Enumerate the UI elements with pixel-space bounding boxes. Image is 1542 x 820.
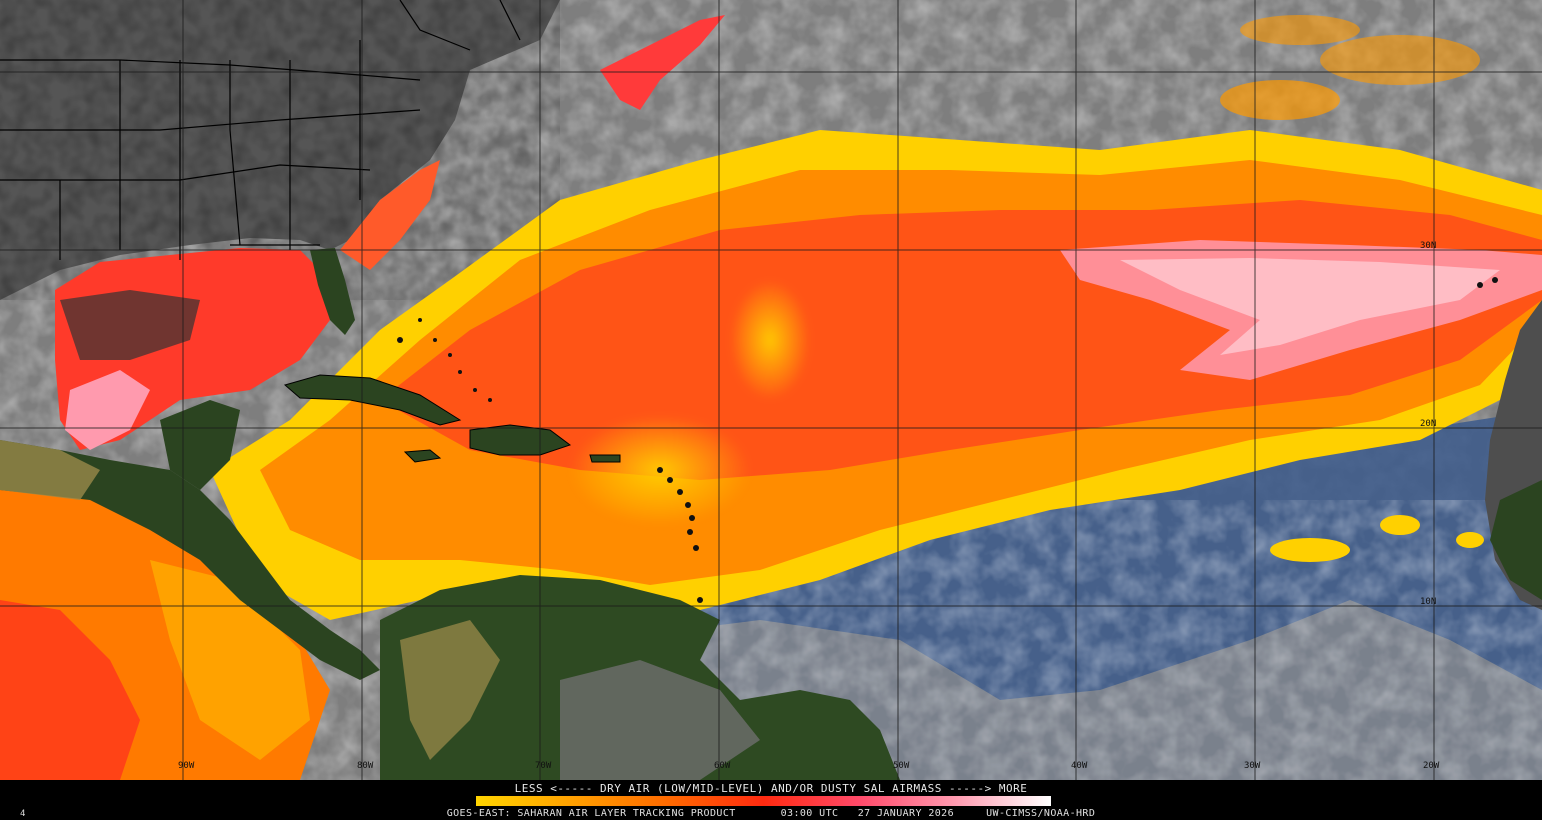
africa-green: [1490, 480, 1542, 600]
lat-label: 20N: [1420, 419, 1436, 429]
lon-label: 60W: [714, 761, 731, 771]
longitude-labels: 90W 80W 70W 60W 50W 40W 30W 20W: [178, 761, 1440, 771]
lon-label: 90W: [178, 761, 195, 771]
mexico-dry-land: [0, 440, 100, 500]
latitude-labels: 30N 20N 10N: [1420, 241, 1436, 607]
cuba-land: [283, 374, 462, 426]
lon-label: 80W: [357, 761, 374, 771]
pacific-sal-yellow: [150, 560, 310, 760]
lat-label: 10N: [1420, 597, 1436, 607]
south-america-cloud: [560, 660, 760, 780]
product-title: SAHARAN AIR LAYER TRACKING PRODUCT: [517, 808, 736, 819]
jamaica-land: [403, 449, 442, 463]
credit-label: UW-CIMSS/NOAA-HRD: [986, 808, 1096, 819]
pacific-sal-red: [0, 600, 140, 780]
satellite-map: 90W 80W 70W 60W 50W 40W 30W 20W 30N 20N …: [0, 0, 1542, 780]
legend-color-bar: [476, 796, 1051, 806]
lat-label: 30N: [1420, 241, 1436, 251]
gulf-dark-patch: [60, 290, 200, 360]
east-coast-red: [340, 160, 440, 270]
sal-swirl-2: [730, 280, 810, 400]
south-america-dry: [400, 620, 500, 760]
product-line: GOES-EAST: SAHARAN AIR LAYER TRACKING PR…: [0, 808, 1542, 819]
source-label: GOES-EAST:: [446, 808, 511, 819]
lon-label: 20W: [1423, 761, 1440, 771]
time-label: 03:00 UTC: [780, 808, 839, 819]
lat-lon-grid: [0, 0, 1542, 780]
lon-label: 50W: [893, 761, 910, 771]
legend-caption: LESS <----- DRY AIR (LOW/MID-LEVEL) AND/…: [514, 782, 1028, 795]
date-label: 27 JANUARY 2026: [857, 808, 954, 819]
puerto-rico-land: [589, 454, 621, 463]
north-red-streak: [600, 15, 725, 110]
lesser-antilles: [397, 277, 1498, 603]
lon-label: 40W: [1071, 761, 1088, 771]
lon-label: 30W: [1244, 761, 1261, 771]
gulf-pink: [65, 370, 150, 450]
footer-bar: LESS <----- DRY AIR (LOW/MID-LEVEL) AND/…: [0, 780, 1542, 820]
central-america-land: [0, 440, 380, 680]
frame-number: 4: [20, 809, 26, 819]
state-borders: [0, 0, 521, 260]
sal-patches: [1220, 15, 1484, 562]
sal-plume-pink-core: [1120, 258, 1500, 355]
hispaniola-land: [469, 424, 572, 456]
yucatan-land: [160, 400, 240, 490]
florida-land: [310, 248, 355, 335]
lon-label: 70W: [535, 761, 552, 771]
